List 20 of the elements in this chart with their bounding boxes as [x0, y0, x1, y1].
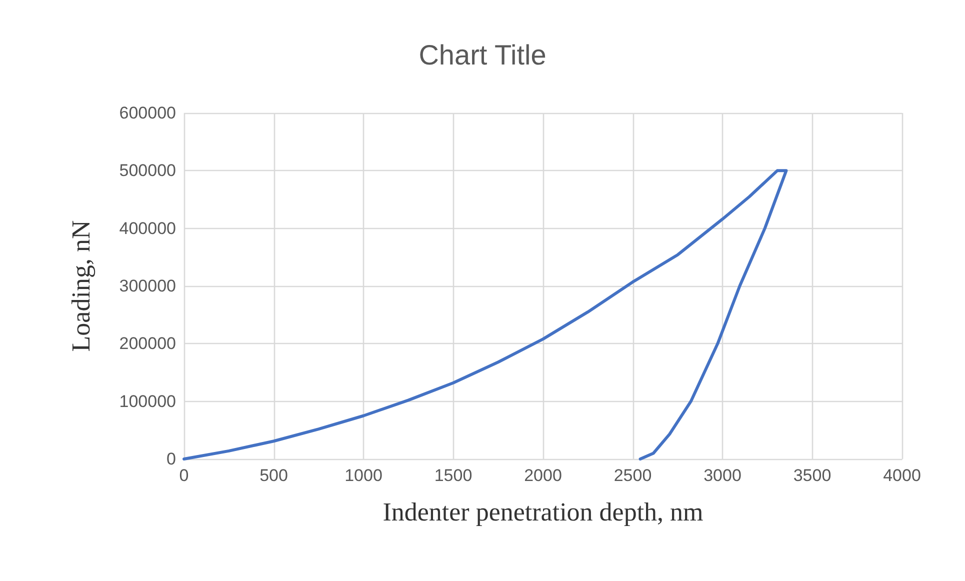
y-tick-label: 0 — [166, 450, 176, 468]
x-tick-label: 2500 — [614, 466, 652, 485]
x-tick-label: 2000 — [524, 466, 562, 485]
y-tick-label: 200000 — [119, 334, 176, 354]
x-tick-label: 4000 — [883, 466, 921, 485]
chart-title: Chart Title — [418, 40, 546, 70]
x-tick-label: 1500 — [434, 466, 472, 485]
x-tick-label: 1000 — [344, 466, 382, 485]
y-tick-label: 100000 — [119, 392, 176, 411]
x-tick-label: 3000 — [704, 466, 742, 485]
x-tick-label: 3500 — [793, 466, 832, 485]
line-series — [182, 169, 788, 460]
x-tick-label: 500 — [260, 466, 288, 485]
x-axis-title: Indenter penetration depth, nm — [382, 498, 704, 526]
y-axis-title: Loading, nN — [66, 220, 96, 352]
y-tick-label: 500000 — [119, 161, 176, 180]
y-tick-label: 300000 — [119, 276, 176, 296]
y-tick-label: 600000 — [119, 104, 176, 122]
y-tick-label: 400000 — [119, 218, 176, 238]
x-tick-label: 0 — [179, 466, 189, 485]
